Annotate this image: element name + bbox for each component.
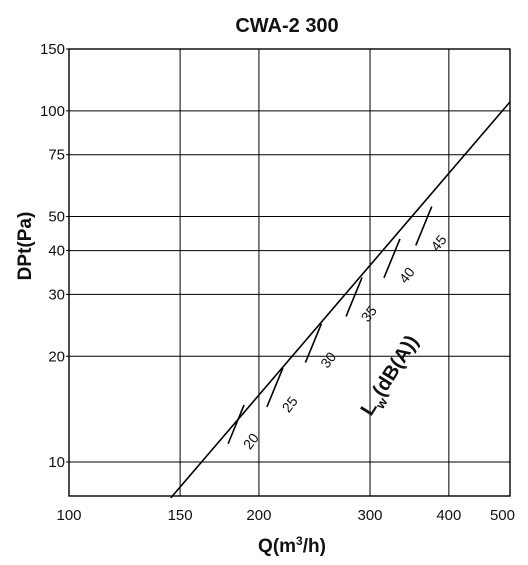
y-tick-label: 20	[48, 348, 65, 365]
series-layer	[170, 101, 511, 499]
chart-title: CWA-2 300	[235, 15, 338, 37]
x-tick-label: 500	[490, 507, 515, 524]
sound-level-marker	[227, 404, 245, 445]
x-tick-labels: 100 150 200 300 400 500	[56, 507, 515, 524]
x-tick-label: 150	[168, 507, 193, 524]
sound-level-marker	[266, 367, 284, 408]
y-tick-label: 50	[48, 209, 65, 226]
x-tick-label: 200	[246, 507, 271, 524]
series-line	[170, 101, 511, 499]
y-tick-label: 150	[40, 41, 65, 58]
sound-level-marker	[415, 206, 433, 246]
y-axis-label: DPt(Pa)	[15, 212, 36, 281]
y-tick-label: 100	[40, 103, 65, 120]
sound-level-marker	[345, 277, 363, 317]
plot-area	[69, 49, 510, 496]
y-tick-label: 30	[48, 286, 65, 303]
sound-level-marker	[304, 323, 323, 363]
plot-frame	[68, 48, 511, 497]
x-tick-label: 300	[358, 507, 383, 524]
y-tick-label: 40	[48, 243, 65, 260]
x-tick-label: 400	[436, 507, 461, 524]
sound-level-marker	[383, 238, 401, 279]
x-tick-label: 100	[56, 507, 81, 524]
grid	[68, 48, 511, 497]
y-tick-labels: 10 20 30 40 50 75 100 150	[40, 41, 69, 471]
y-tick-label: 75	[48, 147, 65, 164]
x-axis-label: Q(m3/h)	[258, 534, 326, 557]
y-tick-label: 10	[48, 454, 65, 471]
